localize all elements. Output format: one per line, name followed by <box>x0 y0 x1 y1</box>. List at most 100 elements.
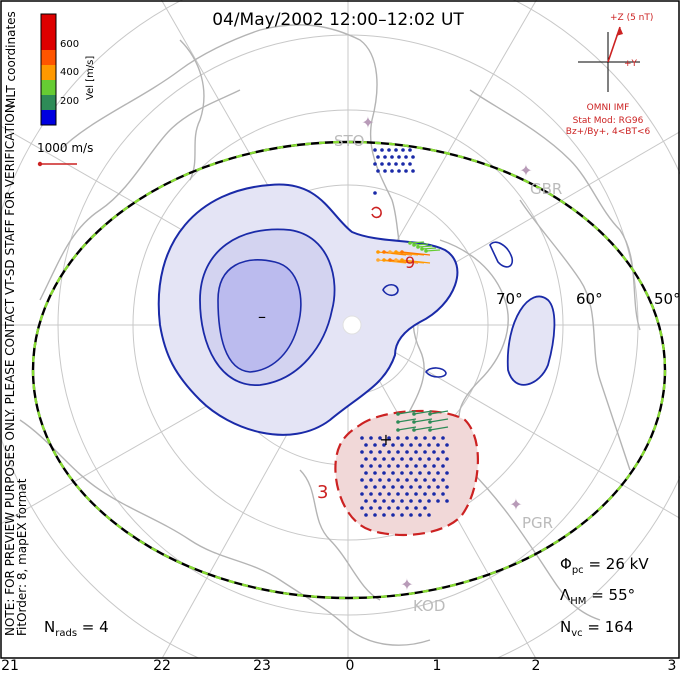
radar-data-point <box>380 162 384 166</box>
radar-data-point <box>388 258 392 262</box>
radar-data-point <box>369 478 373 482</box>
radar-data-point <box>391 499 395 503</box>
station-markers: STO ✦ GBR ✦ PGR ✦ KOD ✦ <box>334 113 562 615</box>
svg-text:Bz+/By+, 4<BT<6: Bz+/By+, 4<BT<6 <box>566 127 651 137</box>
radar-data-point <box>414 450 418 454</box>
radar-data-point <box>387 492 391 496</box>
velocity-vector <box>397 418 417 423</box>
station-sto: STO ✦ <box>334 113 375 150</box>
lat-label-50: 50° <box>654 290 680 308</box>
radar-data-point <box>414 478 418 482</box>
radar-data-point <box>382 499 386 503</box>
radar-data-point <box>423 450 427 454</box>
svg-text:STO: STO <box>334 132 365 150</box>
radar-data-point <box>418 485 422 489</box>
svg-text:✦: ✦ <box>361 113 374 132</box>
preview-note: NOTE: FOR PREVIEW PURPOSES ONLY. PLEASE … <box>3 100 17 636</box>
radar-data-point <box>396 506 400 510</box>
radar-data-point <box>400 443 404 447</box>
maximum-marker: + <box>379 430 392 449</box>
radar-data-point <box>409 457 413 461</box>
heppner-maynard-boundary <box>31 140 667 600</box>
radar-data-point <box>364 513 368 517</box>
radar-data-point <box>396 478 400 482</box>
radar-data-point <box>400 258 404 262</box>
radar-data-point <box>436 471 440 475</box>
radar-data-point <box>376 155 380 159</box>
radar-data-point <box>400 457 404 461</box>
radar-data-point <box>388 250 392 254</box>
radar-data-point <box>445 471 449 475</box>
radar-data-point <box>414 464 418 468</box>
radar-data-point <box>364 471 368 475</box>
radar-data-point <box>400 513 404 517</box>
radar-data-point <box>400 485 404 489</box>
velocity-vector <box>401 251 431 256</box>
radar-data-point <box>391 513 395 517</box>
vector-scale: 1000 m/s <box>37 141 93 167</box>
radar-data-point <box>423 436 427 440</box>
svg-text:Stat Mod: RG96: Stat Mod: RG96 <box>573 116 644 126</box>
radar-data-point <box>427 443 431 447</box>
cross-polar-potential: Φpc = 26 kV <box>560 555 649 576</box>
radar-data-point <box>404 169 408 173</box>
radar-data-point <box>378 436 382 440</box>
radar-data-point <box>408 241 412 245</box>
radar-data-point <box>373 513 377 517</box>
radar-data-point <box>378 506 382 510</box>
radar-data-point <box>360 506 364 510</box>
radar-data-point <box>378 464 382 468</box>
radar-data-point <box>380 148 384 152</box>
velocity-vector <box>413 418 433 423</box>
radar-data-point <box>390 169 394 173</box>
radar-data-point <box>391 457 395 461</box>
radar-data-point <box>411 169 415 173</box>
radar-data-point <box>441 492 445 496</box>
radar-data-point <box>387 162 391 166</box>
coordinates-label: MLT coordinates <box>4 11 18 108</box>
radar-data-point <box>383 155 387 159</box>
velocity-vector <box>409 241 425 244</box>
radar-data-point <box>416 245 420 249</box>
radar-data-point <box>445 457 449 461</box>
radar-data-point <box>409 499 413 503</box>
velocity-vector <box>429 418 449 423</box>
velocity-colorbar: 200 400 600 Vel [m/s] <box>40 13 96 126</box>
radar-data-point <box>427 471 431 475</box>
radar-data-point <box>405 450 409 454</box>
radar-data-point <box>412 420 416 424</box>
radar-data-point <box>412 243 416 247</box>
radar-data-point <box>373 471 377 475</box>
mlt-axis: 21 22 23 0 1 2 3 <box>1 658 676 674</box>
radar-data-point <box>445 443 449 447</box>
radar-data-point <box>405 478 409 482</box>
minimum-marker: – <box>258 307 266 326</box>
station-gbr: GBR ✦ <box>519 161 562 198</box>
radar-data-point <box>382 513 386 517</box>
radar-data-point <box>432 492 436 496</box>
radar-data-point <box>441 436 445 440</box>
radar-data-point <box>409 471 413 475</box>
radar-data-point <box>428 420 432 424</box>
velocity-vector <box>429 426 449 431</box>
svg-text:OMNI IMF: OMNI IMF <box>587 103 630 113</box>
radar-data-point <box>390 155 394 159</box>
colorbar-tick-600: 600 <box>60 39 79 50</box>
colorbar-tick-400: 400 <box>60 67 79 78</box>
plot-frame <box>0 0 680 659</box>
radar-data-point <box>369 450 373 454</box>
radar-data-point <box>418 457 422 461</box>
radar-data-point <box>412 428 416 432</box>
map-statistics: Φpc = 26 kV ΛHM = 55° Nvc = 164 Nrads = … <box>44 555 649 639</box>
radar-data-point <box>394 148 398 152</box>
radar-data-point <box>424 249 428 253</box>
radar-data-point <box>382 485 386 489</box>
mlt-tick: 0 <box>346 658 355 674</box>
radar-data-point <box>436 499 440 503</box>
radar-data-point <box>382 457 386 461</box>
radar-data-point <box>418 443 422 447</box>
radar-data-point <box>382 471 386 475</box>
radar-data-point <box>360 478 364 482</box>
radar-data-point <box>369 492 373 496</box>
radar-data-point <box>382 443 386 447</box>
